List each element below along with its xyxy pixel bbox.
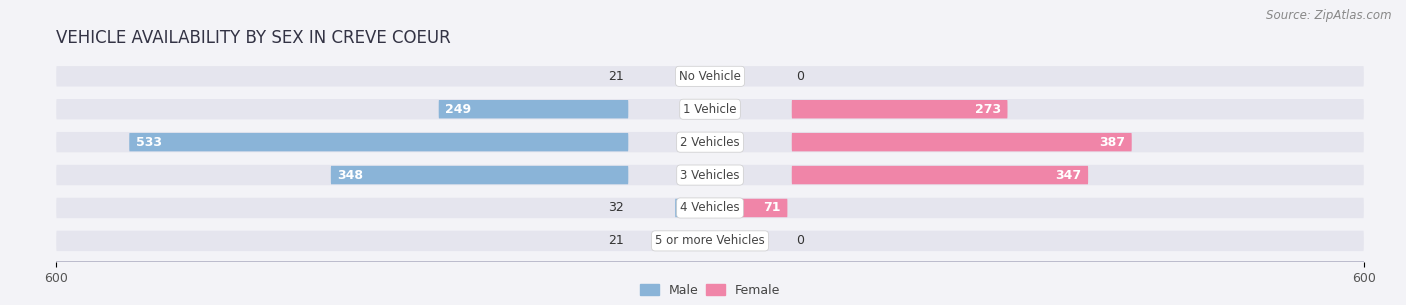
Text: No Vehicle: No Vehicle <box>679 70 741 83</box>
Text: 5 or more Vehicles: 5 or more Vehicles <box>655 235 765 247</box>
FancyBboxPatch shape <box>56 165 1364 185</box>
Text: 387: 387 <box>1099 136 1125 149</box>
Text: 0: 0 <box>796 70 804 83</box>
Text: 32: 32 <box>609 202 624 214</box>
Text: 2 Vehicles: 2 Vehicles <box>681 136 740 149</box>
Text: 1 Vehicle: 1 Vehicle <box>683 103 737 116</box>
Text: 3 Vehicles: 3 Vehicles <box>681 169 740 181</box>
Text: 0: 0 <box>796 235 804 247</box>
FancyBboxPatch shape <box>56 231 1364 251</box>
Legend: Male, Female: Male, Female <box>636 279 785 302</box>
Text: 21: 21 <box>609 70 624 83</box>
Text: 347: 347 <box>1056 169 1081 181</box>
Text: 21: 21 <box>609 235 624 247</box>
FancyBboxPatch shape <box>688 232 710 250</box>
FancyBboxPatch shape <box>688 67 710 85</box>
FancyBboxPatch shape <box>710 199 787 217</box>
FancyBboxPatch shape <box>675 199 710 217</box>
FancyBboxPatch shape <box>56 66 1364 87</box>
Text: 533: 533 <box>136 136 162 149</box>
Text: 71: 71 <box>763 202 780 214</box>
FancyBboxPatch shape <box>56 198 1364 218</box>
Text: Source: ZipAtlas.com: Source: ZipAtlas.com <box>1267 9 1392 22</box>
FancyBboxPatch shape <box>792 133 1132 151</box>
Text: 273: 273 <box>974 103 1001 116</box>
FancyBboxPatch shape <box>56 132 1364 152</box>
Text: 249: 249 <box>446 103 471 116</box>
FancyBboxPatch shape <box>792 100 1008 118</box>
Text: 4 Vehicles: 4 Vehicles <box>681 202 740 214</box>
FancyBboxPatch shape <box>56 99 1364 120</box>
FancyBboxPatch shape <box>330 166 628 184</box>
Text: VEHICLE AVAILABILITY BY SEX IN CREVE COEUR: VEHICLE AVAILABILITY BY SEX IN CREVE COE… <box>56 29 451 47</box>
Text: 348: 348 <box>337 169 363 181</box>
FancyBboxPatch shape <box>439 100 628 118</box>
FancyBboxPatch shape <box>792 166 1088 184</box>
FancyBboxPatch shape <box>129 133 628 151</box>
